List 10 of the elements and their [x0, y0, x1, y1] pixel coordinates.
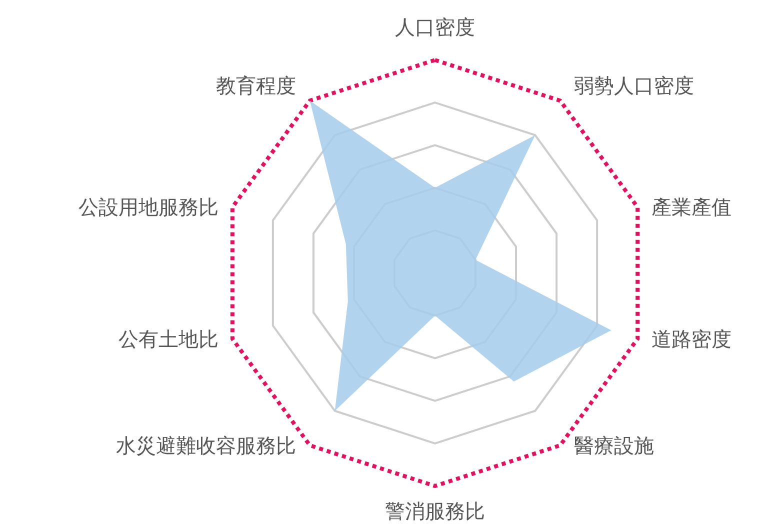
spoke-label: 產業產值	[652, 195, 732, 220]
spoke-label: 警消服務比	[385, 499, 485, 523]
spoke-label: 公設用地服務比	[78, 195, 218, 220]
spoke-label: 教育程度	[216, 74, 296, 98]
spoke-label: 人口密度	[395, 15, 475, 39]
spoke-label: 弱勢人口密度	[574, 74, 694, 98]
spoke-label: 水災避難收容服務比	[116, 433, 296, 458]
spoke-label: 道路密度	[652, 326, 732, 351]
spoke-label: 公有土地比	[118, 326, 218, 351]
spoke-label: 醫療設施	[574, 433, 654, 458]
